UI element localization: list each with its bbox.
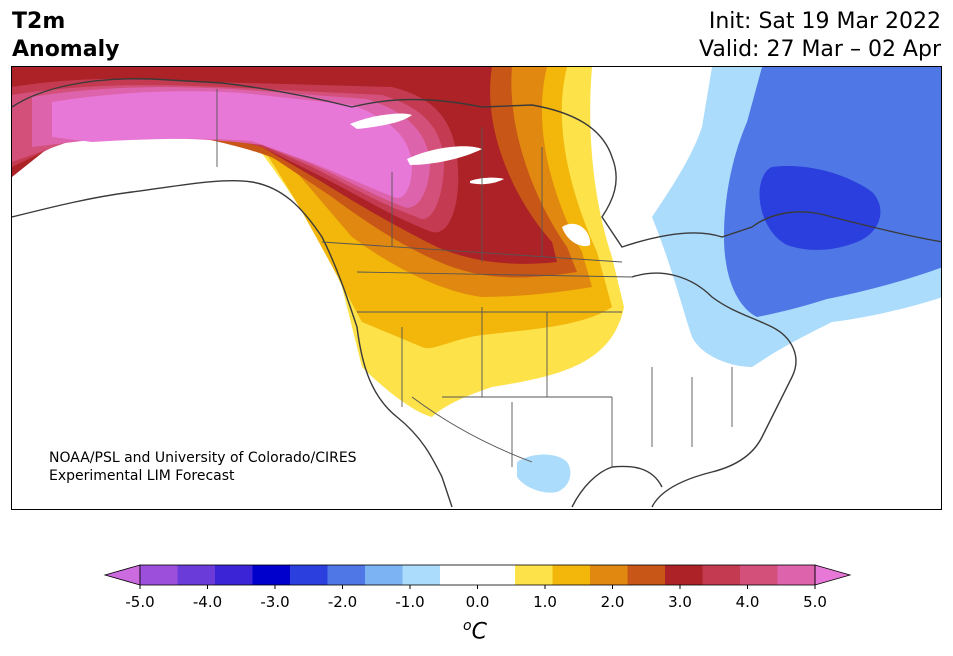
- anomaly-band-9c: [52, 91, 412, 198]
- unit-label: C: [471, 619, 487, 645]
- anomaly-patch-mexico: [517, 454, 571, 493]
- lake-1: [350, 113, 412, 129]
- credit-text: NOAA/PSL and University of Colorado/CIRE…: [49, 449, 357, 485]
- colorbar-extend-low: [103, 564, 141, 586]
- credit-line-2: Experimental LIM Forecast: [49, 468, 235, 484]
- colorbar-swatch: [365, 565, 403, 585]
- colorbar-tick-label: -2.0: [328, 593, 357, 611]
- colorbar-swatch: [290, 565, 328, 585]
- colorbar-tick-label: 3.0: [668, 593, 692, 611]
- colorbar-swatch: [215, 565, 253, 585]
- colorbar-tick-label: -1.0: [395, 593, 424, 611]
- title-line-2: Anomaly: [12, 37, 120, 62]
- colorbar-swatch: [477, 565, 516, 585]
- unit-degree: o: [463, 618, 472, 634]
- init-date: Init: Sat 19 Mar 2022: [708, 9, 941, 34]
- lake-3: [470, 177, 504, 185]
- colorbar-swatch: [590, 565, 628, 585]
- colorbar-swatch: [552, 565, 591, 585]
- anomaly-map: [11, 66, 942, 510]
- colorbar-tick-label: -3.0: [260, 593, 289, 611]
- colorbar-swatch: [327, 565, 366, 585]
- lake-2: [407, 146, 482, 165]
- colorbar-swatches: [103, 564, 852, 586]
- colorbar-swatch: [740, 565, 778, 585]
- colorbar-swatch: [177, 565, 216, 585]
- colorbar-tick-label: 0.0: [466, 593, 490, 611]
- colorbar-ticks: -5.0 -4.0 -3.0 -2.0 -1.0 0.0 1.0 2.0 3.0 4.0 5.0: [125, 585, 827, 611]
- map-canvas: [12, 67, 941, 508]
- lake-4: [562, 223, 591, 247]
- colorbar-tick-label: 5.0: [803, 593, 827, 611]
- credit-line-1: NOAA/PSL and University of Colorado/CIRE…: [49, 450, 357, 466]
- colorbar-tick-label: -5.0: [125, 593, 154, 611]
- colorbar-swatch: [515, 565, 553, 585]
- colorbar-swatch: [702, 565, 741, 585]
- colorbar: -5.0 -4.0 -3.0 -2.0 -1.0 0.0 1.0 2.0 3.0 4.0 5.0: [103, 564, 852, 611]
- colorbar-tick-label: 2.0: [601, 593, 625, 611]
- colorbar-swatch: [402, 565, 441, 585]
- map-title: T2m Anomaly: [12, 8, 119, 64]
- forecast-dates: Init: Sat 19 Mar 2022 Valid: 27 Mar – 02…: [699, 8, 941, 64]
- title-line-1: T2m: [12, 9, 66, 34]
- colorbar-swatch: [665, 565, 703, 585]
- colorbar-tick-label: 1.0: [533, 593, 557, 611]
- colorbar-swatch: [140, 565, 178, 585]
- colorbar-swatch: [252, 565, 291, 585]
- colorbar-tick-label: -4.0: [193, 593, 222, 611]
- colorbar-tick-label: 4.0: [736, 593, 760, 611]
- colorbar-unit: oC: [463, 618, 487, 644]
- valid-date: Valid: 27 Mar – 02 Apr: [699, 37, 941, 62]
- political-borders: [216, 89, 733, 467]
- colorbar-swatch: [777, 565, 816, 585]
- colorbar-swatch: [440, 565, 478, 585]
- colorbar-swatch: [627, 565, 666, 585]
- colorbar-extend-high: [814, 564, 852, 586]
- anomaly-band-neg3c: [759, 166, 881, 250]
